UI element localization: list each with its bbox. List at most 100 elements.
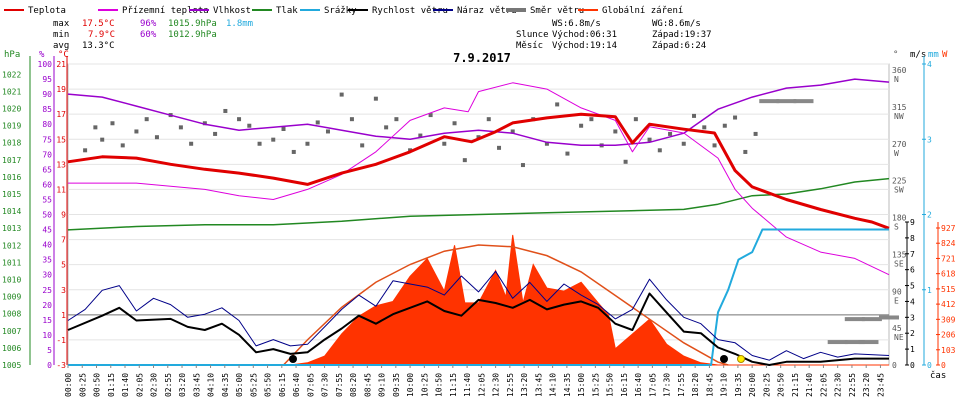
y-tick-label-humidity: 60: [42, 180, 52, 189]
y-tick-label-rain: 3: [927, 135, 932, 144]
y-tick-label-pressure: 1009: [2, 293, 21, 302]
y-tick-label-direction: 360: [892, 66, 907, 75]
y-tick-label-pressure: 1011: [2, 258, 21, 267]
moon-set: Západ:6:24: [652, 41, 706, 51]
x-tick-label: 22:30: [834, 373, 843, 397]
time-axis: 00:00 00:25 00:50 01:15 01:40 02:05 02:30 02:55…: [64, 365, 885, 397]
x-tick-label: 05:00: [235, 373, 244, 397]
pressure-line: [67, 177, 890, 231]
x-tick-label: 12:55: [506, 373, 515, 397]
moon-label: Měsíc: [516, 41, 543, 51]
unit-deg: °: [893, 50, 898, 60]
unit-pct: %: [39, 50, 45, 60]
y-tick-label-direction-sub: NW: [894, 112, 904, 121]
x-tick-label: 16:15: [620, 373, 629, 397]
y-tick-label-temperature: 13: [56, 160, 66, 169]
y-tick-label-direction: 270: [892, 140, 907, 149]
legend-label: Směr větru: [530, 6, 584, 16]
stats-min-press: 1012.9hPa: [168, 30, 217, 40]
wind-direction-point: [743, 149, 748, 154]
y-tick-label-radiation: 309: [941, 315, 956, 324]
x-tick-label: 18:45: [705, 373, 714, 397]
unit-headers: hPa % °C ° m/s mm W: [4, 50, 948, 60]
y-tick-label-direction: 0: [892, 361, 897, 370]
y-tick-label-pressure: 1017: [2, 156, 21, 165]
legend-item: Náraz větru: [433, 6, 517, 16]
x-tick-label: 03:45: [192, 373, 201, 397]
wind-direction-bar: [844, 317, 865, 322]
wind-ws: WS:6.8m/s: [552, 19, 601, 29]
x-tick-label: 23:20: [862, 373, 871, 397]
wind-direction-point: [189, 141, 194, 146]
x-axis-label: čas: [930, 370, 946, 381]
y-tick-label-pressure: 1008: [2, 310, 21, 319]
y-tick-label-rain: 1: [927, 286, 932, 295]
y-tick-label-pressure: 1019: [2, 122, 21, 131]
wind-direction-point: [692, 113, 697, 118]
x-tick-label: 11:15: [449, 373, 458, 397]
wind-direction-point: [452, 121, 457, 126]
x-tick-label: 17:30: [663, 373, 672, 397]
y-tick-label-temperature: 21: [56, 60, 66, 69]
temperature-line: [67, 112, 890, 230]
x-tick-label: 11:40: [463, 373, 472, 397]
x-tick-label: 12:30: [492, 373, 501, 397]
y-tick-label-temperature: 7: [61, 236, 66, 245]
wind-direction-bar: [879, 315, 899, 320]
radiation-area: [68, 234, 889, 366]
y-tick-label-wind: 4: [910, 297, 915, 306]
y-tick-label-direction: 225: [892, 177, 907, 186]
y-tick-label-humidity: 70: [42, 150, 52, 159]
legend-label: Srážky: [324, 6, 357, 16]
y-tick-label-pressure: 1006: [2, 344, 21, 353]
wind-direction-point: [339, 92, 344, 97]
wind-direction-point: [722, 123, 727, 128]
x-tick-label: 04:35: [221, 373, 230, 397]
wind-wg: WG:8.6m/s: [652, 19, 701, 29]
x-tick-label: 14:35: [563, 373, 572, 397]
y-tick-label-temperature: 3: [61, 286, 66, 295]
y-tick-label-pressure: 1007: [2, 327, 21, 336]
y-tick-label-direction-sub: SW: [894, 186, 904, 195]
x-tick-label: 17:55: [677, 373, 686, 397]
legend-label: Přízemní teplota: [122, 6, 209, 16]
y-tick-label-humidity: 100: [38, 60, 53, 69]
y-tick-label-wind: 1: [910, 345, 915, 354]
y-tick-label-temperature: 9: [61, 211, 66, 220]
wind-direction-point: [100, 137, 105, 142]
y-tick-label-temperature: -3: [56, 361, 66, 370]
y-tick-label-direction-sub: E: [894, 296, 899, 305]
x-tick-label: 01:15: [107, 373, 116, 397]
y-tick-label-direction-sub: W: [894, 149, 899, 158]
x-tick-label: 20:25: [762, 373, 771, 397]
x-tick-label: 07:55: [335, 373, 344, 397]
legend-item: Směr větru: [506, 6, 584, 16]
wind-direction-point: [510, 129, 515, 134]
y-tick-label-rain: 2: [927, 211, 932, 220]
y-tick-label-pressure: 1018: [2, 139, 21, 148]
y-tick-label-humidity: 10: [42, 331, 52, 340]
legend-label: Tlak: [276, 6, 298, 16]
stats-max-temp: 17.5°C: [82, 19, 115, 29]
stats-max-press: 1015.9hPa: [168, 19, 217, 29]
y-tick-label-humidity: 30: [42, 271, 52, 280]
y-tick-label-humidity: 95: [42, 75, 52, 84]
stats-avg-temp: 13.3°C: [82, 41, 115, 51]
wind-direction-point: [257, 141, 262, 146]
wind-direction-point: [237, 117, 242, 122]
wind-direction-bar: [793, 99, 814, 104]
x-tick-label: 03:20: [178, 373, 187, 397]
y-tick-label-pressure: 1010: [2, 275, 21, 284]
wind-direction-point: [120, 143, 125, 148]
legend-item: Srážky: [300, 6, 357, 16]
legend-item: Teplota: [4, 6, 66, 16]
wind-direction-point: [712, 143, 717, 148]
y-tick-label-humidity: 25: [42, 286, 52, 295]
y-tick-label-rain: 4: [927, 60, 932, 69]
x-tick-label: 09:10: [378, 373, 387, 397]
y-tick-label-temperature: 1: [61, 311, 66, 320]
wind-direction-point: [668, 131, 673, 136]
legend-item: Vlhkost: [189, 6, 251, 16]
x-tick-label: 05:50: [264, 373, 273, 397]
y-tick-label-pressure: 1020: [2, 104, 21, 113]
